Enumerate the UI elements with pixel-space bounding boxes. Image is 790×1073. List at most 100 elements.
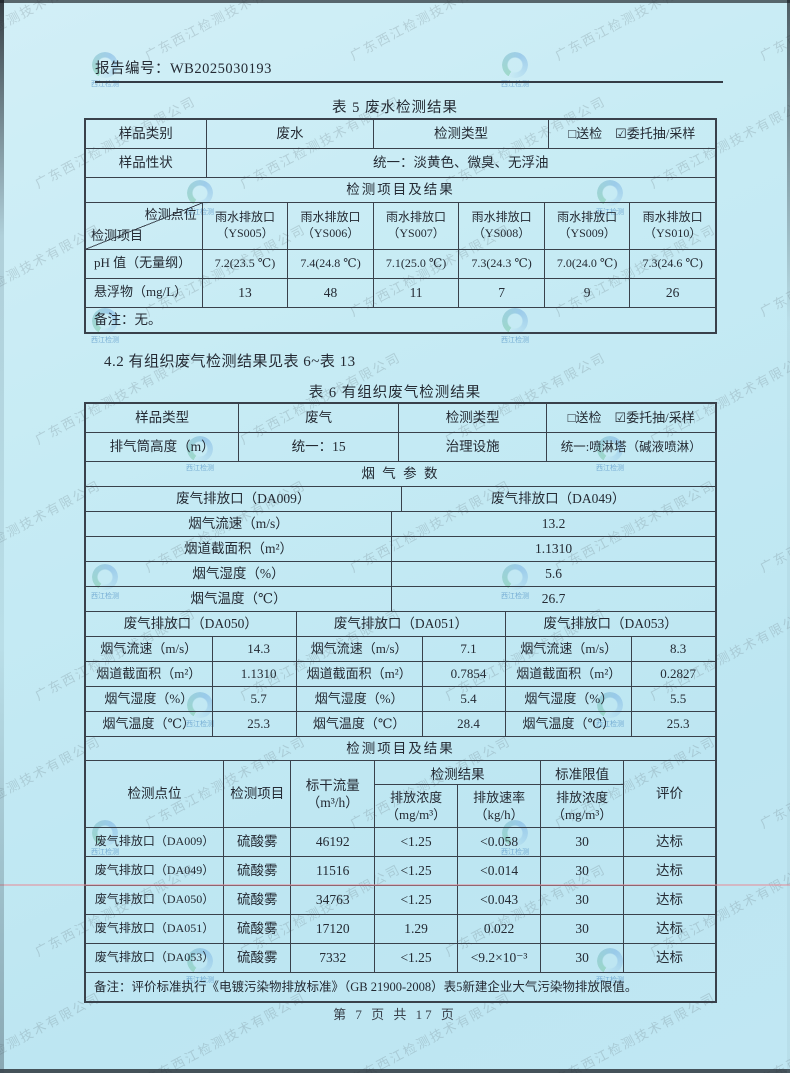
- watermark-logo-caption: 西江检测: [501, 81, 529, 88]
- table5-section-header: 检测项目及结果: [346, 182, 455, 197]
- watermark-logo-caption: 西江检测: [596, 977, 624, 984]
- watermark-logo: 西江检测: [180, 436, 220, 473]
- outlet-header-ys008: 雨水排放口 （YS008）: [458, 202, 544, 249]
- ph-value: 7.0(24.0 ℃): [543, 249, 630, 278]
- watermark-logo-caption: 西江检测: [501, 337, 529, 344]
- outlet-header-ys009: 雨水排放口 （YS009）: [543, 202, 630, 249]
- watermark-logo-caption: 西江检测: [596, 209, 624, 216]
- speed-label: 烟气流速（m/s）: [520, 640, 618, 656]
- table6-row-sample-type: 样品类型 废气 检测类型 □送检 ☑委托抽/采样: [86, 404, 715, 432]
- humidity-label: 烟气湿度（%）: [524, 690, 614, 706]
- speed-value: 8.3: [631, 636, 724, 661]
- area-value: 1.1310: [211, 661, 305, 686]
- speed-value: 13.2: [391, 511, 715, 536]
- watermark-logo: 西江检测: [180, 948, 220, 985]
- sample-character-value: 统一：淡黄色、微臭、无浮油: [205, 149, 715, 177]
- sample-type-label: 样品类型: [135, 410, 190, 426]
- diag-label-point: 检测点位: [144, 206, 197, 222]
- results-header-row: 检测点位 检测项目 标干流量 （m³/h） 检测结果 排放浓度 （mg/m³） …: [86, 760, 715, 828]
- pair-speed-row: 烟气流速（m/s） 13.2 烟气流速（m/s） 7.8: [86, 510, 716, 536]
- watermark-logo: 西江检测: [495, 52, 535, 89]
- test-type-checkboxes: □送检 ☑委托抽/采样: [547, 120, 715, 148]
- watermark-logo-caption: 西江检测: [596, 721, 624, 728]
- result-row-da051: 废气排放口（DA051） 硫酸雾 17120 1.29 0.022 30 达标: [86, 914, 715, 944]
- watermark-logo: 西江检测: [85, 308, 125, 345]
- temp-value: 25.3: [211, 711, 305, 736]
- speed-value: 14.3: [211, 636, 305, 661]
- humidity-value: 5.7: [211, 686, 305, 711]
- ss-value: 11: [372, 278, 459, 307]
- sample-category-label: 样品类别: [118, 126, 173, 142]
- scan-edge-right: [787, 0, 790, 1073]
- watermark-swirl-icon: [92, 308, 118, 334]
- header-flow: 标干流量 （m³/h）: [290, 761, 374, 828]
- table5-wastewater-results: 样品类别 废水 检测类型 □送检 ☑委托抽/采样 样品性状 统一：淡黄色、微臭、…: [84, 118, 717, 334]
- result-row-da050: 废气排放口（DA050） 硫酸雾 34763 <1.25 <0.043 30 达…: [86, 885, 715, 915]
- table6-gas-results: 样品类型 废气 检测类型 □送检 ☑委托抽/采样 排气筒高度（m） 统一：15 …: [84, 402, 717, 1004]
- watermark-swirl-icon: [502, 52, 528, 78]
- report-number-line: 报告编号：WB2025030193: [95, 57, 723, 83]
- speed-label: 烟气流速（m/s）: [310, 640, 408, 656]
- temp-label: 烟气温度（℃）: [102, 715, 196, 731]
- ss-value: 13: [201, 278, 288, 307]
- outlet-header-da009: 废气排放口（DA009）: [176, 490, 311, 506]
- ph-value: 7.3(24.6 ℃): [629, 249, 715, 278]
- speed-label: 烟气流速（m/s）: [188, 515, 289, 531]
- scan-edge-bottom: [0, 1069, 790, 1073]
- watermark-swirl-icon: [187, 436, 213, 462]
- ph-label: pH 值（无量纲）: [94, 255, 192, 271]
- watermark-logo-caption: 西江检测: [501, 849, 529, 856]
- humidity-label: 烟气湿度（%）: [192, 565, 285, 581]
- area-label: 烟道截面积（m²）: [184, 540, 294, 556]
- table5-remark-row: 备注：无。: [86, 306, 715, 332]
- watermark-swirl-icon: [502, 820, 528, 846]
- triple-temp-row: 烟气温度（℃） 25.3 烟气温度（℃） 28.4 烟气温度（℃） 25.3: [86, 710, 715, 736]
- watermark-logo-caption: 西江检测: [186, 465, 214, 472]
- sample-character-label: 样品性状: [118, 155, 173, 171]
- triple-humidity-row: 烟气湿度（%） 5.7 烟气湿度（%） 5.4 烟气湿度（%） 5.5: [86, 685, 715, 711]
- watermark-swirl-icon: [597, 948, 623, 974]
- header-rate: 排放速率 （kg/h）: [457, 785, 540, 828]
- outlet-header-ys007: 雨水排放口 （YS007）: [372, 202, 459, 249]
- ph-value: 7.1(25.0 ℃): [372, 249, 459, 278]
- ss-value: 9: [543, 278, 630, 307]
- ss-value: 26: [629, 278, 715, 307]
- diag-label-item: 检测项目: [91, 227, 144, 243]
- outlet-header-ys005: 雨水排放口 （YS005）: [201, 202, 288, 249]
- header-limit-group: 标准限值 排放浓度 （mg/m³）: [540, 761, 624, 828]
- flue-params-header: 烟 气 参 数: [361, 466, 440, 481]
- scan-artifact-pink-line: [0, 884, 790, 886]
- ss-label: 悬浮物（mg/L）: [94, 284, 188, 300]
- ss-value: 7: [458, 278, 544, 307]
- table5-title: 表 5 废水检测结果: [332, 100, 458, 116]
- watermark-logo-caption: 西江检测: [186, 721, 214, 728]
- watermark-logo-caption: 西江检测: [501, 593, 529, 600]
- outlet-header-da051: 废气排放口（DA051）: [295, 611, 506, 636]
- watermark-logo: 西江检测: [590, 692, 630, 729]
- outlet-pair-header-row: 废气排放口（DA009） 废气排放口（DA049）: [86, 485, 715, 511]
- watermark-logo: 西江检测: [85, 52, 125, 89]
- temp-label: 烟气温度（℃）: [522, 715, 616, 731]
- watermark-swirl-icon: [502, 308, 528, 334]
- outlet-header-da050: 废气排放口（DA050）: [123, 615, 258, 631]
- watermark-logo-caption: 西江检测: [186, 977, 214, 984]
- pair-temp-row: 烟气温度（℃） 26.7 烟气温度（℃） 27.8: [86, 585, 716, 611]
- outlet-triple-header-row: 废气排放口（DA050） 废气排放口（DA051） 废气排放口（DA053）: [86, 610, 715, 636]
- scan-edge-left: [0, 0, 4, 1073]
- result-row-da009: 废气排放口（DA009） 硫酸雾 46192 <1.25 <0.058 30 达…: [86, 827, 715, 857]
- table6-remark: 备注：评价标准执行《电镀污染物排放标准》（GB 21900-2008）表5新建企…: [94, 979, 638, 994]
- pair-humidity-row: 烟气湿度（%） 5.6 烟气湿度（%） 5.2: [86, 560, 716, 586]
- ph-value: 7.3(24.3 ℃): [458, 249, 544, 278]
- ph-value: 7.2(23.5 ℃): [201, 249, 288, 278]
- temp-value: 28.4: [421, 711, 515, 736]
- test-type-label: 检测类型: [397, 404, 546, 432]
- stack-height-value: 统一：15: [238, 433, 398, 461]
- table6-title: 表 6 有组织废气检测结果: [308, 385, 482, 401]
- test-type-checkboxes: □送检 ☑委托抽/采样: [546, 404, 715, 432]
- section-heading-4-2: 4.2 有组织废气检测结果见表 6~表 13: [104, 354, 356, 370]
- humidity-value: 5.5: [631, 686, 724, 711]
- area-value: 1.1310: [391, 536, 715, 561]
- speed-label: 烟气流速（m/s）: [714, 511, 790, 536]
